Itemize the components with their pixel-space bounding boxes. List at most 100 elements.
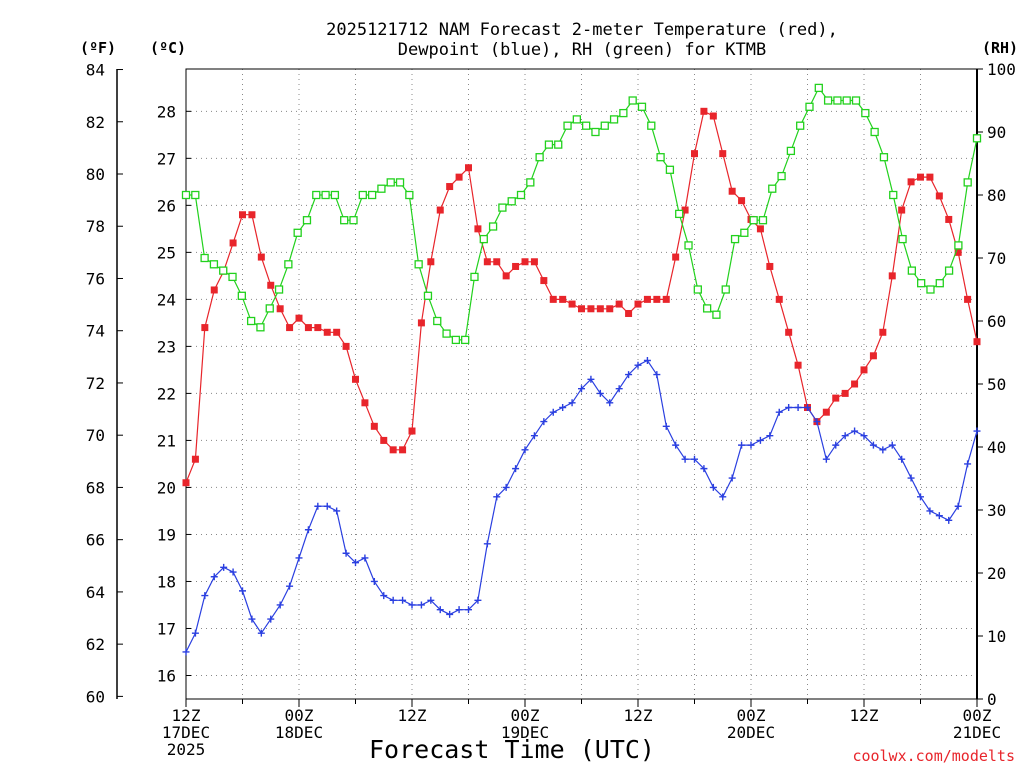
- rh-point: [479, 234, 488, 244]
- dewpoint-point: [888, 441, 896, 449]
- temperature-point: [738, 197, 746, 205]
- temperature-point: [841, 389, 849, 397]
- dewpoint-point: [549, 408, 557, 416]
- dewpoint-point: [210, 573, 218, 581]
- dewpoint-point: [229, 568, 237, 576]
- dewpoint-point: [380, 592, 388, 600]
- dewpoint-point: [662, 422, 670, 430]
- dewpoint-point: [945, 516, 953, 524]
- chart-title-line1: 2025121712 NAM Forecast 2-meter Temperat…: [326, 20, 838, 40]
- dewpoint-point: [700, 465, 708, 473]
- temperature-point: [851, 380, 859, 388]
- rh-point: [842, 96, 851, 105]
- dewpoint-point: [747, 441, 755, 449]
- rh-point: [730, 234, 740, 244]
- rh-point: [935, 279, 944, 288]
- rh-point: [256, 323, 265, 332]
- rh-point: [954, 241, 963, 250]
- x-axis-title: Forecast Time (UTC): [369, 735, 655, 764]
- dewpoint-point: [596, 389, 604, 397]
- dewpoint-point: [314, 502, 322, 510]
- celsius-tick-label: 27: [157, 149, 176, 168]
- temperature-point: [568, 300, 576, 308]
- dewpoint-point: [917, 493, 924, 501]
- dewpoint-point: [964, 460, 972, 468]
- temperature-point: [333, 328, 341, 336]
- temperature-point: [879, 328, 887, 336]
- chart-title-line2: Dewpoint (blue), RH (green) for KTMB: [398, 40, 766, 60]
- rh-point: [665, 165, 675, 174]
- dewpoint-point: [728, 474, 736, 482]
- dewpoint-point: [389, 596, 397, 604]
- dewpoint-point: [502, 483, 510, 491]
- rh-point: [526, 178, 535, 187]
- dewpoint-point: [540, 418, 548, 426]
- dewpoint-point: [530, 432, 538, 440]
- dewpoint-point: [267, 615, 275, 623]
- dewpoint-point: [681, 455, 689, 463]
- rh-point: [879, 153, 889, 162]
- temperature-point: [182, 479, 190, 487]
- dewpoint-point: [342, 549, 350, 557]
- rh-tick-label: 50: [987, 375, 1006, 394]
- temperature-point: [512, 262, 520, 270]
- rh-point: [544, 140, 554, 149]
- rh-point: [963, 178, 972, 187]
- x-tick-label: 18DEC: [275, 723, 323, 742]
- rh-point: [656, 153, 665, 162]
- rh-point: [907, 266, 917, 275]
- rh-point: [870, 127, 879, 137]
- x-tick-label: 19DEC: [501, 723, 549, 742]
- rh-point: [898, 234, 907, 244]
- dewpoint-point: [907, 474, 915, 482]
- temperature-point: [549, 295, 557, 303]
- rh-point: [637, 102, 647, 111]
- x-tick-label: 00Z: [285, 706, 314, 725]
- dewpoint-point: [775, 408, 783, 416]
- temperature-point: [964, 295, 972, 303]
- rh-point: [498, 203, 507, 212]
- rh-point: [405, 190, 414, 200]
- temperature-point: [493, 258, 501, 266]
- rh-point: [768, 184, 777, 193]
- temperature-point: [502, 272, 510, 280]
- dewpoint-point: [465, 606, 472, 614]
- temperature-point: [267, 281, 275, 289]
- rh-point: [191, 190, 200, 200]
- rh-point: [823, 96, 833, 105]
- celsius-tick-label: 18: [157, 572, 176, 591]
- temperature-point: [662, 295, 670, 303]
- rh-tick-label: 80: [987, 186, 1006, 205]
- temperature-point: [700, 107, 708, 115]
- x-tick-label: 21DEC: [953, 723, 1001, 742]
- rh-point: [628, 96, 637, 105]
- rh-point: [851, 96, 861, 105]
- dewpoint-point: [653, 371, 661, 379]
- temperature-point: [399, 446, 407, 454]
- dewpoint-point: [352, 559, 359, 567]
- temperature-point: [625, 309, 633, 317]
- temperature-point: [634, 300, 642, 308]
- fahrenheit-tick-label: 70: [86, 426, 105, 445]
- temperature-point: [775, 295, 783, 303]
- x-tick-label: 2025: [167, 740, 206, 759]
- temperature-point: [483, 258, 491, 266]
- rh-tick-label: 10: [987, 627, 1006, 646]
- temperature-point: [286, 324, 294, 332]
- rh-point: [786, 146, 796, 156]
- rh-point: [609, 115, 619, 124]
- dewpoint-point: [973, 427, 981, 435]
- rh-point: [181, 190, 191, 200]
- celsius-tick-label: 20: [157, 478, 176, 497]
- rh-point: [516, 190, 526, 200]
- dewpoint-point: [239, 587, 246, 595]
- temperature-point: [766, 262, 774, 270]
- rh-point: [833, 96, 842, 105]
- rh-tick-label: 20: [987, 564, 1006, 583]
- temperature-point: [408, 427, 416, 435]
- dewpoint-point: [813, 418, 821, 426]
- rh-point: [488, 222, 498, 231]
- rh-point: [265, 304, 274, 313]
- grid-lines: [186, 69, 977, 699]
- temperature-point: [559, 295, 567, 303]
